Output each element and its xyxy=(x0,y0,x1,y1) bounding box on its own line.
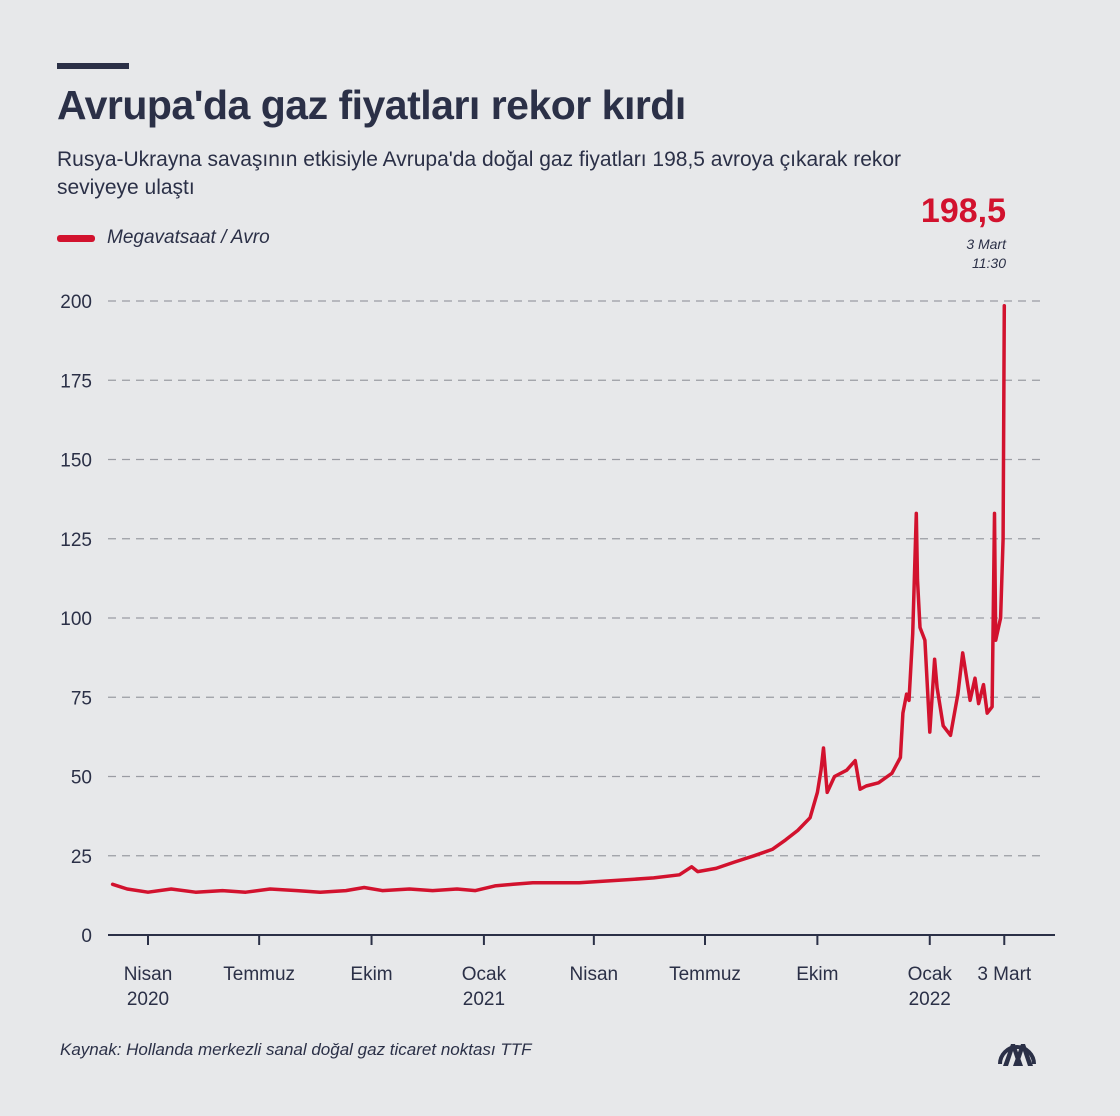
x-tick-year: 2022 xyxy=(909,989,951,1010)
y-tick-label: 25 xyxy=(71,847,92,868)
x-tick-label: Nisan xyxy=(124,964,173,985)
x-tick-label: 3 Mart xyxy=(977,964,1032,985)
y-tick-label: 75 xyxy=(71,688,92,709)
x-tick-year: 2021 xyxy=(463,989,505,1010)
x-tick-label: Ekim xyxy=(796,964,838,985)
x-tick-label: Ocak xyxy=(462,964,507,985)
x-tick-label: Temmuz xyxy=(669,964,741,985)
y-tick-label: 125 xyxy=(60,530,92,551)
y-tick-label: 0 xyxy=(81,926,92,947)
y-tick-label: 175 xyxy=(60,371,92,392)
x-tick-label: Ocak xyxy=(908,964,953,985)
x-tick-label: Nisan xyxy=(570,964,619,985)
y-tick-label: 150 xyxy=(60,451,92,472)
chart-subtitle: Rusya-Ukrayna savaşının etkisiyle Avrupa… xyxy=(57,148,902,199)
source-note: Kaynak: Hollanda merkezli sanal doğal ga… xyxy=(60,1040,532,1059)
peak-annotation: 198,5 3 Mart 11:30 xyxy=(921,192,1006,273)
x-tick-label: Temmuz xyxy=(223,964,295,985)
peak-time: 11:30 xyxy=(972,255,1006,271)
x-tick-year: 2020 xyxy=(127,989,169,1010)
legend-swatch xyxy=(57,234,95,242)
y-tick-label: 100 xyxy=(60,609,92,630)
y-tick-label: 50 xyxy=(71,768,92,789)
x-tick-label: Ekim xyxy=(350,964,392,985)
price-line xyxy=(110,304,1007,894)
legend-label: Megavatsaat / Avro xyxy=(107,227,270,248)
chart-title: Avrupa'da gaz fiyatları rekor kırdı xyxy=(57,82,686,128)
y-tick-label: 200 xyxy=(60,292,92,313)
peak-value: 198,5 xyxy=(920,192,1006,230)
peak-date: 3 Mart xyxy=(966,236,1006,252)
title-accent-bar xyxy=(57,63,129,69)
aa-logo xyxy=(996,1030,1038,1075)
legend: Megavatsaat / Avro xyxy=(57,227,270,249)
